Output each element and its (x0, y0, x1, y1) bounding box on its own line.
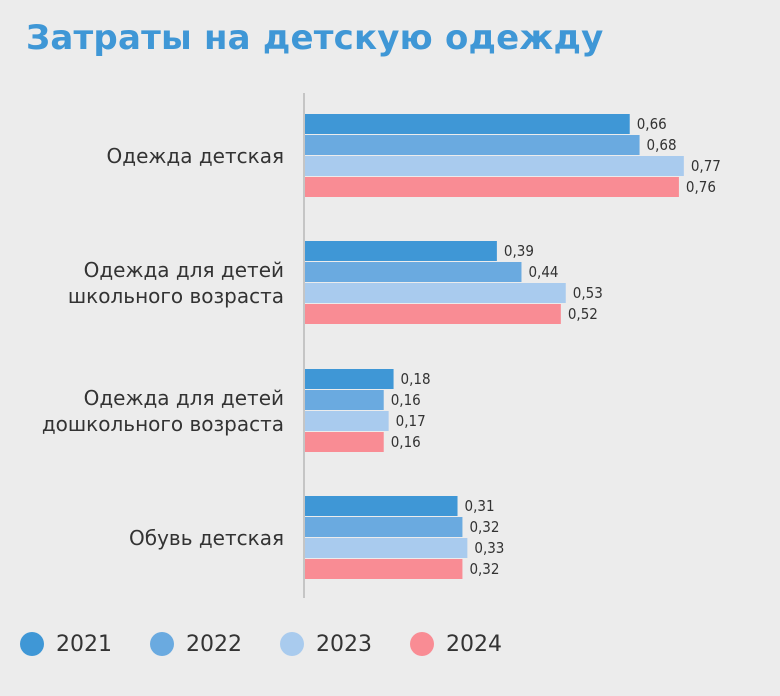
legend-marker (20, 632, 44, 656)
data-label: 0,76 (686, 178, 716, 196)
legend-label: 2022 (186, 631, 242, 657)
category-label: Одежда для детей (84, 386, 284, 410)
data-label: 0,66 (637, 115, 667, 133)
category-label: Одежда детская (107, 144, 284, 168)
data-label: 0,32 (469, 518, 499, 536)
legend-item-2024: 2024 (410, 632, 502, 657)
data-label: 0,44 (528, 263, 558, 281)
legend-label: 2023 (316, 631, 372, 657)
legend-item-2021: 2021 (20, 632, 112, 657)
legend-item-2023: 2023 (280, 632, 372, 657)
bar-2021 (305, 241, 497, 261)
legend-label: 2021 (56, 631, 112, 657)
bar-2021 (305, 496, 458, 516)
data-label: 0,52 (568, 305, 598, 323)
category-label: школьного возраста (68, 284, 284, 308)
bar-2022 (305, 517, 463, 537)
legend-marker (280, 632, 304, 656)
data-label: 0,18 (401, 370, 431, 388)
bar-2022 (305, 135, 640, 155)
category-label: Одежда для детей (84, 258, 284, 282)
bar-chart: Одежда детская 0,66 0,68 0,77 0,76 Одежда для… (42, 93, 721, 598)
data-label: 0,39 (504, 242, 534, 260)
data-label: 0,68 (647, 136, 677, 154)
data-label: 0,17 (396, 412, 426, 430)
data-label: 0,33 (474, 539, 504, 557)
legend-marker (410, 632, 434, 656)
data-label: 0,32 (469, 560, 499, 578)
bar-2024 (305, 432, 384, 452)
bar-2021 (305, 369, 394, 389)
legend-marker (150, 632, 174, 656)
chart-title: Затраты на детскую одежду (26, 18, 604, 58)
category-label: дошкольного возраста (42, 412, 284, 436)
bar-2023 (305, 538, 468, 558)
category-label: Обувь детская (129, 526, 284, 550)
data-label: 0,77 (691, 157, 721, 175)
legend: 2021 2022 2023 2024 (20, 627, 540, 661)
data-label: 0,16 (391, 433, 421, 451)
legend-label: 2024 (446, 631, 502, 657)
bar-2023 (305, 283, 566, 303)
bar-2022 (305, 390, 384, 410)
bar-2023 (305, 411, 389, 431)
bar-2023 (305, 156, 684, 176)
bar-2021 (305, 114, 630, 134)
data-label: 0,53 (573, 284, 603, 302)
data-label: 0,31 (465, 497, 495, 515)
bar-2022 (305, 262, 522, 282)
bar-2024 (305, 304, 561, 324)
bar-2024 (305, 559, 463, 579)
legend-item-2022: 2022 (150, 632, 242, 657)
data-label: 0,16 (391, 391, 421, 409)
bar-2024 (305, 177, 679, 197)
